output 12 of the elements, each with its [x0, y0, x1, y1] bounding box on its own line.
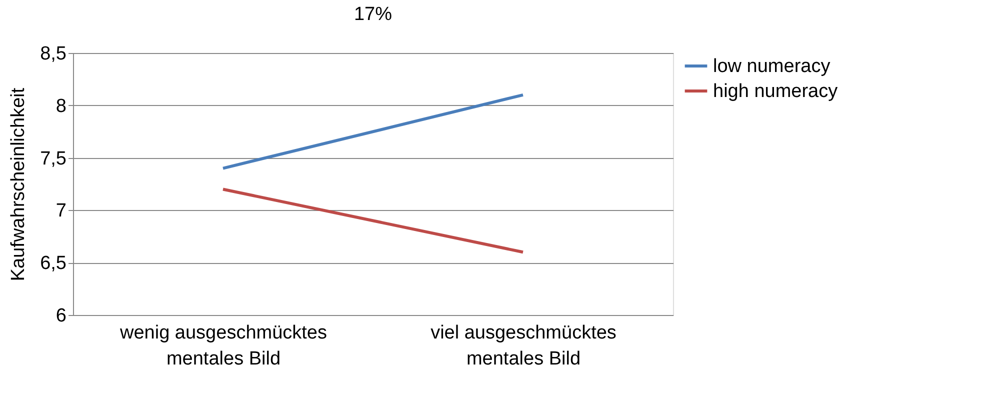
y-tick-label: 7: [56, 200, 66, 222]
y-tick-label: 7,5: [40, 148, 66, 170]
y-tick-label: 6,5: [40, 253, 66, 274]
y-axis-title: Kaufwahrscheinlichkeit: [8, 87, 30, 282]
y-tick-label: 6: [56, 306, 66, 326]
chart-title: 17%: [354, 4, 392, 25]
x-tick-label: viel ausgeschmücktes mentales Bild: [430, 322, 616, 370]
x-tick-label: wenig ausgeschmücktes mentales Bild: [119, 322, 327, 370]
legend-label: high numeracy: [713, 81, 838, 102]
y-tick-label: 8: [56, 96, 66, 117]
y-tick-label: 8,5: [40, 44, 66, 64]
legend-label: low numeracy: [713, 56, 831, 77]
